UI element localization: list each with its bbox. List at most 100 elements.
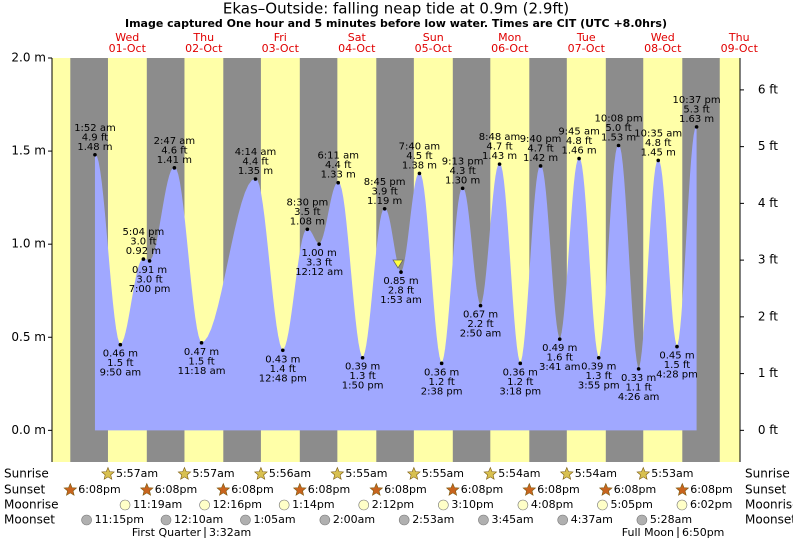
almanac-label: Moonrise (745, 498, 793, 512)
tide-point (636, 367, 641, 371)
tide-point (557, 337, 562, 341)
almanac-time: 5:55am (422, 467, 464, 480)
tide-label: 4.7 ft (527, 143, 553, 154)
tide-label: 0.36 m (424, 367, 459, 378)
almanac-time: 12:16pm (213, 498, 262, 511)
chart-title: Ekas–Outside: falling neap tide at 0.9m … (223, 0, 569, 18)
tide-point (305, 227, 310, 232)
tide-point (141, 257, 146, 261)
sun-icon (330, 466, 345, 480)
tide-label: 1:52 am (74, 123, 116, 134)
tide-point (118, 342, 123, 347)
tide-label: 0.33 m (621, 373, 656, 384)
tide-label: 10:35 am (634, 128, 682, 139)
tide-label: 3.0 ft (130, 237, 156, 248)
tide-label: 0.36 m (503, 367, 538, 378)
tide-label: 1.38 m (402, 160, 437, 171)
tide-label: 4:26 am (618, 392, 660, 403)
y2-tick-label: 0 ft (758, 423, 778, 437)
tide-label: 5:04 pm (123, 227, 165, 238)
moon-icon (81, 514, 92, 526)
moon-icon (438, 499, 449, 511)
almanac-time: 6:08pm (690, 483, 732, 496)
day-date: 01-Oct (109, 42, 147, 55)
tide-label: 0.39 m (345, 362, 380, 373)
almanac-time: 5:53am (651, 467, 693, 480)
tide-point (656, 158, 661, 163)
sun-icon (675, 482, 690, 496)
tide-label: 1.33 m (321, 170, 356, 181)
sun-icon (63, 482, 78, 496)
tide-label: 3.3 ft (306, 258, 332, 269)
day-name: Mon (498, 31, 521, 44)
tide-label: 4.6 ft (161, 145, 187, 156)
tide-point (382, 207, 387, 211)
day-date: 02-Oct (185, 42, 223, 55)
tide-label: 0.91 m (132, 265, 167, 276)
tide-label: 1.45 m (641, 147, 676, 158)
tide-point (147, 259, 152, 263)
day-name: Tue (576, 31, 596, 44)
tide-label: 2:50 am (460, 329, 502, 340)
tide-label: 4:28 pm (656, 370, 698, 381)
almanac-time: 2:53am (412, 513, 454, 526)
tide-label: 1.35 m (238, 166, 273, 177)
tide-label: 3.0 ft (136, 274, 162, 285)
tide-label: 1.2 ft (507, 377, 533, 388)
y2-tick-label: 6 ft (758, 82, 778, 96)
tide-label: 0.43 m (265, 354, 300, 365)
sun-icon (177, 466, 192, 480)
almanac-time: 4:37am (571, 513, 613, 526)
moon-icon (119, 499, 131, 511)
tide-point (518, 361, 523, 366)
tide-point (93, 153, 97, 157)
almanac-time: 6:08pm (461, 483, 503, 496)
tide-point (538, 164, 543, 168)
moon-icon (278, 499, 290, 511)
almanac-time: 5:54am (498, 467, 540, 480)
tide-label: 1:53 am (380, 295, 422, 306)
y-tick-label: 1.5 m (11, 144, 46, 158)
tide-label: 0.47 m (184, 347, 219, 358)
almanac-time: 6:08pm (155, 483, 197, 496)
tide-point (478, 303, 483, 308)
tide-label: 1.6 ft (547, 353, 573, 364)
tide-label: 0.85 m (383, 276, 418, 287)
tide-label: 3:41 am (539, 362, 581, 373)
tide-label: 12:48 pm (259, 373, 307, 384)
moon-icon (240, 514, 251, 526)
almanac-time: 1:05am (253, 513, 295, 526)
tide-label: 0.67 m (463, 310, 498, 321)
almanac-time: 5:28am (650, 513, 692, 526)
tide-label: 1.53 m (601, 133, 636, 144)
tide-label: 4.7 ft (486, 142, 512, 153)
moon-icon (557, 514, 569, 526)
tide-label: 9:13 pm (442, 156, 484, 167)
day-date: 05-Oct (415, 42, 453, 55)
current-marker (392, 259, 404, 269)
almanac-time: 5:57am (192, 467, 234, 480)
day-date: 08-Oct (644, 42, 682, 55)
tide-label: 2.8 ft (388, 286, 414, 297)
moon-icon (517, 499, 529, 511)
day-date: 03-Oct (262, 42, 300, 55)
moon-icon (398, 514, 410, 526)
almanac-label: Moonset (4, 513, 55, 527)
tide-label: 4.5 ft (406, 151, 432, 162)
tide-label: 1.5 ft (664, 360, 690, 371)
sun-icon (522, 482, 537, 496)
tide-label: 2:47 am (154, 136, 196, 147)
tide-label: 7:00 pm (129, 284, 171, 295)
tide-point (577, 156, 581, 161)
tide-label: 9:50 am (100, 368, 142, 379)
tide-point (360, 355, 365, 360)
tide-point (336, 180, 341, 185)
tide-label: 4:14 am (235, 147, 277, 158)
day-date: 07-Oct (568, 42, 606, 55)
sun-icon (292, 482, 307, 496)
day-name: Thu (192, 31, 214, 44)
almanac-time: 5:55am (345, 467, 387, 480)
tide-label: 3.9 ft (371, 186, 397, 197)
day-date: 06-Oct (491, 42, 529, 55)
